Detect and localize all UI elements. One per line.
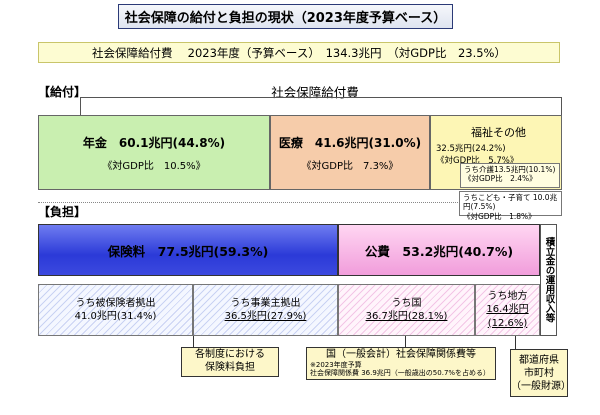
system-note: 各制度における 保険料負担 (181, 347, 279, 377)
national-note: 国（一般会計）社会保障関係費等 ※2023年度予算 社会保障関係費 36.9兆円… (306, 347, 496, 380)
employer-contribution-cell: うち事業主拠出 36.5兆円(27.9%) (193, 284, 338, 336)
public-funds-amount: 公費 53.2兆円(40.7%) (364, 243, 514, 259)
welfare-amount: 32.5兆円(24.2%) (436, 144, 506, 154)
public-funds-block: 公費 53.2兆円(40.7%) (338, 224, 540, 276)
insured-value: 41.0兆円(31.4%) (74, 311, 157, 322)
local-note-line1: 都道府県 (519, 354, 559, 366)
local-value: 16.4兆円 (486, 304, 529, 316)
national-label: うち国 (391, 297, 422, 309)
insured-contribution-cell: うち被保険者拠出 41.0兆円(31.4%) (38, 284, 193, 336)
pension-block: 年金 60.1兆円(44.8%) 《対GDP比 10.5%》 (38, 115, 270, 190)
national-note-small1: ※2023年度予算 (310, 361, 362, 369)
care-gdp: 《対GDP比 2.4%》 (464, 174, 537, 184)
local-label: うち地方 (487, 290, 528, 302)
benefits-heading: 社会保障給付費 (271, 85, 359, 100)
burden-section-label: 【負担】 (38, 205, 87, 219)
reserve-income: 積立金の運用収入等 (540, 224, 557, 336)
benefits-bracket-left (80, 97, 81, 115)
benefits-section-label: 【給付】 (38, 85, 87, 99)
pension-amount: 年金 60.1兆円(44.8%) (82, 135, 226, 150)
insured-label: うち被保険者拠出 (75, 297, 156, 309)
national-note-small2: 社会保障関係費 36.9兆円（一般歳出の50.7%を占める） (310, 369, 491, 378)
welfare-gdp: 《対GDP比 5.7%》 (436, 156, 519, 166)
national-cell: うち国 36.7兆円(28.1%) (338, 284, 475, 336)
care-subbox: うち介護13.5兆円(10.1%) 《対GDP比 2.4%》 (460, 163, 560, 188)
system-note-line2: 保険料負担 (205, 362, 255, 373)
page-title: 社会保障の給付と負担の現状（2023年度予算ベース） (118, 4, 453, 29)
connector-local (515, 336, 516, 350)
local-cell: うち地方 16.4兆円 (12.6%) (475, 284, 540, 336)
employer-value: 36.5兆円(27.9%) (224, 311, 307, 322)
connector-system (193, 336, 194, 348)
care-amount: うち介護13.5兆円(10.1%) (464, 165, 556, 174)
section-divider (38, 202, 458, 203)
local-note: 都道府県 市町村 （一般財源） (510, 349, 571, 397)
benefits-bracket (80, 97, 562, 98)
pension-gdp: 《対GDP比 10.5%》 (102, 160, 206, 172)
medical-gdp: 《対GDP比 7.3%》 (301, 160, 399, 172)
summary-banner: 社会保障給付費 2023年度（予算ベース） 134.3兆円 （対GDP比 23.… (38, 42, 560, 63)
children-gdp: 《対GDP比 1.8%》 (463, 211, 536, 221)
medical-amount: 医療 41.6兆円(31.0%) (278, 135, 422, 150)
local-note-line2: 市町村 (524, 367, 554, 379)
national-note-line1: 国（一般会計）社会保障関係費等 (326, 349, 476, 360)
employer-label: うち事業主拠出 (230, 297, 301, 309)
system-note-line1: 各制度における (195, 349, 265, 360)
local-percent: (12.6%) (487, 317, 528, 329)
medical-block: 医療 41.6兆円(31.0%) 《対GDP比 7.3%》 (270, 115, 430, 190)
connector-national (405, 336, 406, 348)
insurance-amount: 保険料 77.5兆円(59.3%) (107, 243, 269, 259)
insurance-block: 保険料 77.5兆円(59.3%) (38, 224, 338, 276)
benefits-bracket-right (561, 97, 562, 115)
welfare-title: 福祉その他 (471, 126, 526, 139)
local-note-line3: （一般財源） (511, 380, 571, 392)
children-subbox: うちこども・子育て 10.0兆円(7.5%) 《対GDP比 1.8%》 (459, 191, 562, 221)
children-amount: うちこども・子育て 10.0兆円(7.5%) (463, 193, 558, 212)
national-value: 36.7兆円(28.1%) (365, 311, 448, 322)
